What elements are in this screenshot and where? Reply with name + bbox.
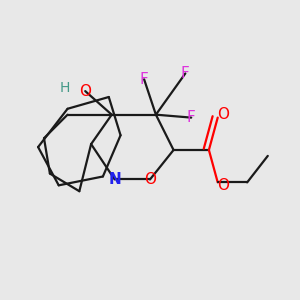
Text: F: F xyxy=(187,110,196,125)
Text: F: F xyxy=(181,66,190,81)
Text: O: O xyxy=(144,172,156,187)
Text: O: O xyxy=(79,84,91,99)
Text: O: O xyxy=(218,178,230,193)
Text: H: H xyxy=(59,81,70,95)
Text: O: O xyxy=(218,107,230,122)
Text: N: N xyxy=(108,172,121,187)
Text: F: F xyxy=(140,72,148,87)
